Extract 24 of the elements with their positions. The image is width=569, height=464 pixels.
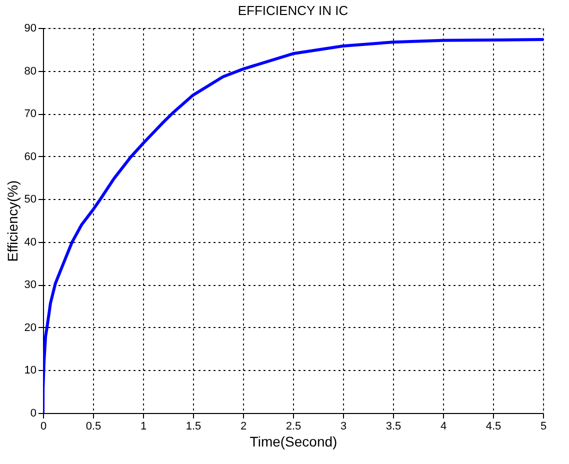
y-tick-label: 0 <box>30 408 36 420</box>
x-tick-label: 5 <box>540 420 547 432</box>
x-tick-label: 4.5 <box>486 420 502 432</box>
y-tick-label: 60 <box>24 150 36 163</box>
x-tick-label: 4 <box>440 420 447 432</box>
x-tick-label: 0.5 <box>86 420 102 432</box>
y-tick-label: 50 <box>24 194 36 206</box>
y-tick-label: 10 <box>24 364 36 377</box>
y-tick-label: 80 <box>24 65 36 78</box>
y-tick-label: 20 <box>24 322 36 334</box>
x-tick-label: 2 <box>240 420 247 432</box>
y-tick-label: 70 <box>24 108 36 120</box>
x-tick-label: 0 <box>40 420 47 432</box>
chart-title: EFFICIENCY IN IC <box>238 3 348 18</box>
x-tick-label: 1.5 <box>186 420 202 432</box>
x-tick-label: 1 <box>140 420 147 432</box>
y-tick-label: 30 <box>24 279 36 292</box>
y-tick-label: 40 <box>24 236 36 248</box>
x-tick-label: 2.5 <box>286 420 302 432</box>
y-tick-label: 90 <box>24 22 36 34</box>
y-axis-title: Efficiency(%) <box>4 180 20 262</box>
x-tick-label: 3 <box>340 420 347 432</box>
x-tick-label: 3.5 <box>386 420 402 432</box>
x-axis-title: Time(Second) <box>250 434 338 450</box>
